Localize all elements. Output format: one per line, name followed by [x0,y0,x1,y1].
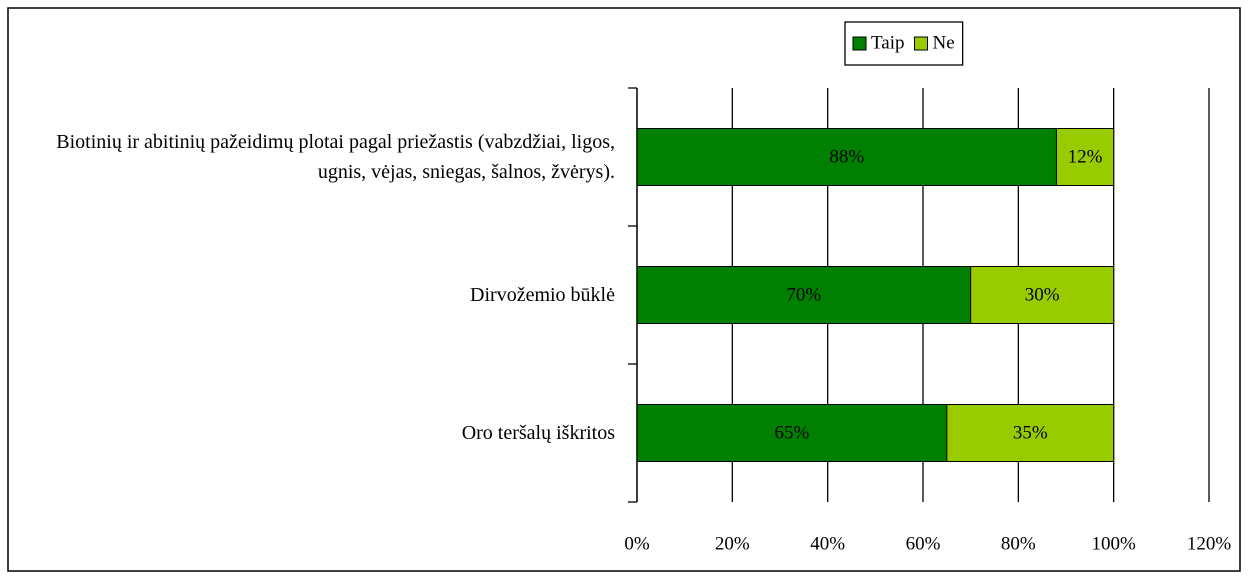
bar-segment [636,404,948,462]
x-tick-label: 0% [624,533,650,554]
data-label: 65% [775,422,810,443]
bar-segment [636,266,972,324]
y-tick-label: Biotinių ir abitinių pažeidimų plotai pa… [56,131,615,183]
legend-label: Ne [933,32,955,53]
data-label: 12% [1068,146,1103,167]
data-label: 35% [1013,422,1048,443]
x-tick-label: 80% [1001,533,1036,554]
bar-segment [970,266,1115,324]
data-label: 30% [1025,284,1060,305]
legend-label: Taip [871,32,905,53]
y-tick-label: Dirvožemio būklė [470,284,615,306]
data-label: 88% [829,146,864,167]
x-tick-label: 20% [715,533,750,554]
x-tick-label: 60% [906,533,941,554]
legend-swatch [852,36,867,51]
x-tick-label: 120% [1187,533,1232,554]
y-tick-label: Oro teršalų iškritos [461,422,615,444]
bar-segment [946,404,1115,462]
legend-swatch [914,36,928,51]
x-tick-label: 100% [1092,533,1137,554]
data-label: 70% [786,284,821,305]
x-tick-label: 40% [810,533,845,554]
bar-segment [1055,128,1115,186]
